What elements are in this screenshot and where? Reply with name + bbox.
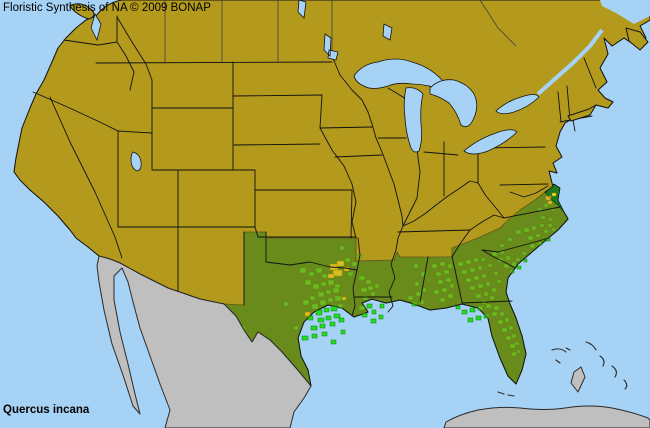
province-borders	[164, 0, 517, 62]
mexico	[96, 255, 312, 428]
county-mark	[311, 333, 318, 339]
county-mark	[338, 317, 345, 323]
lake-michigan	[403, 87, 424, 153]
county-mark	[317, 317, 325, 323]
lake-ontario	[495, 94, 540, 115]
county-mark	[461, 309, 468, 315]
puget-sound	[90, 13, 102, 42]
county-mark	[455, 305, 461, 310]
county-mark	[379, 303, 385, 309]
great-lakes	[353, 58, 540, 155]
map-title: Floristic Synthesis of NA © 2009 BONAP	[3, 2, 211, 14]
other-water	[90, 0, 650, 172]
county-mark	[340, 329, 346, 335]
county-mark	[516, 265, 522, 270]
county-mark	[330, 339, 337, 345]
state-borders	[32, 15, 597, 317]
county-mark	[523, 258, 528, 263]
cuba	[443, 405, 650, 428]
gulf-of-st-lawrence	[600, 0, 650, 24]
great-salt-lake	[130, 151, 142, 172]
county-mark	[378, 314, 384, 320]
county-mark	[325, 315, 332, 321]
county-mark	[310, 325, 318, 331]
st-lawrence-river	[536, 28, 604, 96]
lake-winnipeg	[297, 0, 307, 19]
county-mark	[475, 315, 482, 321]
county-mark	[321, 331, 328, 337]
county-mark	[329, 321, 336, 327]
lake-erie	[463, 129, 518, 155]
county-mark	[319, 323, 326, 329]
coastal-islands	[69, 3, 649, 122]
lake-nipigon	[382, 23, 393, 41]
lake-of-the-woods	[323, 33, 339, 61]
florida-keys	[497, 391, 515, 397]
county-mark	[366, 303, 373, 309]
county-mark	[551, 192, 557, 197]
foreign-land	[96, 255, 650, 428]
county-mark	[323, 307, 330, 313]
vancouver-island	[69, 3, 95, 20]
nova-scotia	[625, 27, 649, 51]
county-mark	[301, 335, 309, 341]
long-island	[567, 104, 597, 122]
county-mark	[467, 317, 474, 323]
county-mark	[469, 307, 476, 313]
species-name: Quercus incana	[3, 404, 90, 416]
bahamas	[551, 341, 628, 393]
county-mark	[370, 318, 377, 324]
county-mark	[333, 313, 341, 319]
lake-huron	[429, 79, 478, 128]
county-mark	[371, 309, 377, 315]
